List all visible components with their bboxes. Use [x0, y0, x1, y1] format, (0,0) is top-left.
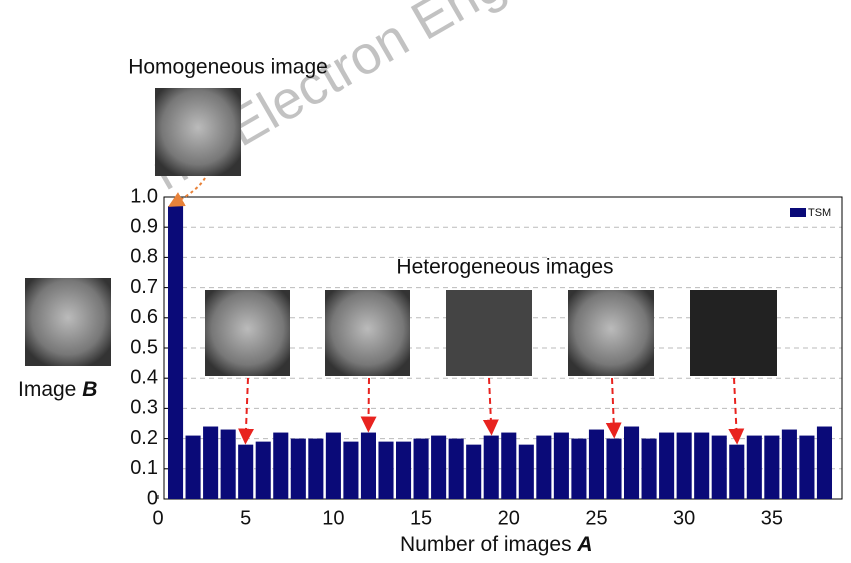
y-tick-label: 0.7 [130, 276, 158, 298]
homogeneous-label: Homogeneous image [128, 56, 328, 79]
bar [518, 444, 534, 499]
y-tick-label: 0.6 [130, 306, 158, 328]
bar [238, 444, 254, 499]
plot-area: 0 0.1 0.2 0.3 0.4 0.5 0.6 0.7 0.8 0.9 1.0 0 5 10 15 20 2… [130, 185, 843, 529]
bar [623, 426, 640, 499]
bar [255, 441, 271, 499]
x-tick-label: 35 [761, 507, 783, 529]
bar [203, 426, 219, 499]
face-images [25, 88, 777, 376]
bar [308, 438, 324, 499]
label-text: Number of images [400, 533, 572, 556]
x-tick-label: 10 [322, 507, 344, 529]
y-tick-label: 0.1 [130, 457, 158, 479]
x-tick-label: 25 [585, 507, 607, 529]
arrow [728, 377, 745, 445]
bar [659, 432, 675, 499]
heterogeneous-image [568, 290, 654, 376]
bar [431, 435, 447, 499]
x-tick-label: 5 [240, 507, 251, 529]
bar [553, 432, 569, 499]
label-text: Image [18, 378, 76, 401]
heterogeneous-image [325, 290, 410, 376]
x-tick-label: 15 [410, 507, 432, 529]
heterogeneous-image [690, 290, 777, 376]
bar [290, 438, 306, 499]
bar [167, 206, 184, 499]
bar [711, 435, 727, 499]
bar [676, 432, 692, 499]
bar [781, 429, 797, 499]
homogeneous-image [155, 88, 241, 176]
x-tick-label: 20 [498, 507, 520, 529]
bar [413, 438, 429, 499]
arrow [482, 377, 499, 436]
heterogeneous-label: Heterogeneous images [396, 256, 613, 279]
bar [466, 444, 482, 499]
y-tick-label: 1.0 [130, 185, 158, 207]
legend-label: TSM [808, 207, 831, 219]
bar [501, 432, 517, 499]
y-tick-label: 0.2 [130, 427, 158, 449]
x-tick-label: 30 [673, 507, 695, 529]
bar [571, 438, 587, 499]
bar [816, 426, 833, 499]
label-variable: A [576, 533, 592, 556]
x-axis-label: Number of images A [400, 533, 593, 556]
arrow [168, 177, 206, 207]
bar [746, 435, 762, 499]
bar [694, 432, 710, 499]
bar [536, 435, 552, 499]
y-tick-label: 0.5 [130, 336, 158, 358]
bar [483, 435, 499, 499]
image-b [25, 278, 111, 366]
bar [273, 432, 289, 499]
bar [448, 438, 464, 499]
bar [764, 435, 780, 499]
y-tick-label: 0.4 [130, 366, 158, 388]
y-tick-label: 0.9 [130, 215, 158, 237]
label-variable: B [82, 378, 97, 401]
bar [641, 438, 657, 499]
bar [729, 444, 745, 499]
bar [360, 432, 377, 499]
x-tick-label: 0 [152, 507, 163, 529]
bar [799, 435, 815, 499]
bar [606, 438, 622, 499]
bar [378, 441, 394, 499]
arrow [605, 377, 622, 439]
bar [588, 429, 605, 499]
heterogeneous-image [446, 290, 532, 376]
arrow [238, 377, 255, 445]
y-tick-label: 0.8 [130, 246, 158, 268]
arrow [360, 377, 377, 433]
y-tick-label: 0.3 [130, 397, 158, 419]
bar [343, 441, 359, 499]
bar [395, 441, 412, 499]
bar [325, 432, 341, 499]
image-b-label: Image B [18, 378, 97, 401]
bar [220, 429, 236, 499]
heterogeneous-image [205, 290, 290, 376]
bar [185, 435, 201, 499]
legend-swatch [790, 208, 806, 217]
y-tick-label: 0 [147, 487, 158, 509]
